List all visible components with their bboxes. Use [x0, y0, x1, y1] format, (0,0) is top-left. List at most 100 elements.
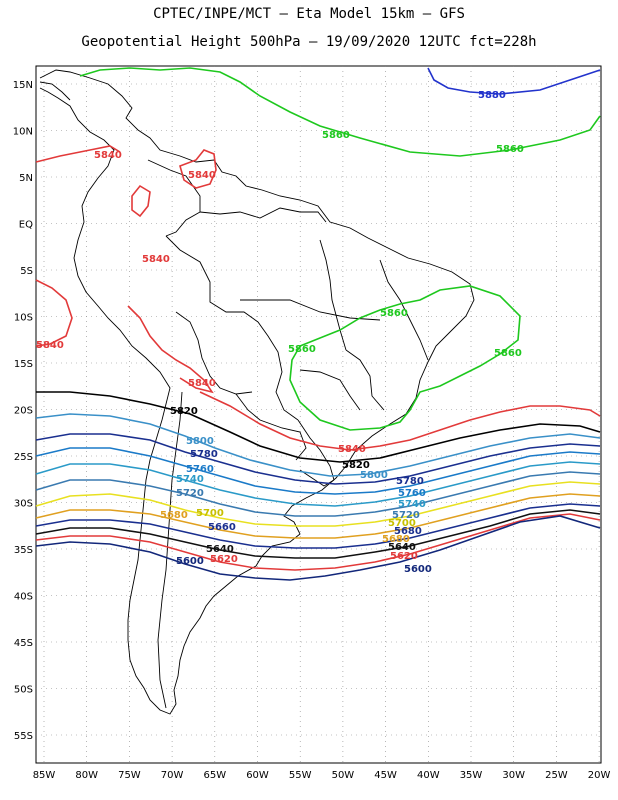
contour-label-5720: 5720 [176, 488, 204, 499]
contour-label-5780: 5780 [190, 449, 218, 460]
contour-label-5700: 5700 [196, 508, 224, 519]
latitude-tick-label: EQ [19, 220, 33, 231]
map-title: CPTEC/INPE/MCT – Eta Model 15km – GFS [153, 6, 465, 22]
coastline [39, 69, 475, 715]
axis-ticks: 15N 10N 5N EQ 5S 10S 15S 20S 25S 30S 35S 40S 45S 50S 5… [13, 80, 611, 781]
contour-label-5600: 5600 [404, 564, 432, 575]
border-brazil-west [165, 235, 299, 421]
contour-5600 [35, 515, 601, 581]
coastline-south-america [39, 69, 475, 715]
map-subtitle: Geopotential Height 500hPa – 19/09/2020 … [81, 34, 537, 50]
border-colombia-venezuela [147, 159, 201, 237]
contour-label-5760: 5760 [398, 488, 426, 499]
longitude-tick-label: 55W [289, 770, 312, 781]
border-brazil-states-2 [319, 239, 347, 351]
contour-5840-colombia [131, 184, 151, 218]
contour-label-5680: 5680 [394, 526, 422, 537]
longitude-tick-label: 75W [118, 770, 141, 781]
latitude-tick-label: 25S [14, 452, 33, 463]
latitude-tick-label: 20S [14, 406, 33, 417]
graticule [36, 66, 601, 763]
latitude-tick-label: 30S [14, 499, 33, 510]
contour-label-5860: 5860 [380, 308, 408, 319]
contour-5840-peru [35, 279, 73, 347]
contour-5840-bolivia [127, 305, 214, 394]
contour-label-5600: 5600 [176, 556, 204, 567]
contour-label-5700: 5700 [388, 518, 416, 529]
contour-5860-northeast [289, 285, 521, 431]
border-brazil-states-1 [240, 299, 381, 321]
longitude-tick-label: 80W [75, 770, 98, 781]
contour-label-5620: 5620 [210, 554, 238, 565]
border-brazil-north [199, 207, 327, 223]
contour-label-5740: 5740 [176, 474, 204, 485]
contour-5720 [35, 471, 601, 517]
longitude-tick-label: 35W [460, 770, 483, 781]
contour-label-5680: 5680 [382, 534, 410, 545]
contour-5800 [35, 413, 601, 477]
contour-5740 [35, 461, 601, 507]
contour-label-5840: 5840 [36, 340, 64, 351]
contour-5680 [35, 493, 601, 539]
longitude-tick-label: 85W [33, 770, 56, 781]
longitude-tick-label: 20W [588, 770, 611, 781]
contour-label-5760: 5760 [186, 464, 214, 475]
map-frame [35, 65, 602, 764]
longitude-tick-label: 25W [545, 770, 568, 781]
border-brazil-states-4 [345, 349, 385, 411]
latitude-tick-label: 5N [19, 173, 33, 184]
contour-label-5840: 5840 [188, 170, 216, 181]
latitude-tick-label: 50S [14, 685, 33, 696]
contour-5840-venezuela [179, 149, 217, 189]
contour-label-5800: 5800 [360, 470, 388, 481]
latitude-tick-label: 15S [14, 359, 33, 370]
contour-label-5620: 5620 [390, 551, 418, 562]
latitude-tick-label: 10N [13, 127, 33, 138]
contour-labels: 5880 5860 5860 5840 5840 5840 5840 5860 … [36, 90, 524, 575]
contour-label-5860: 5860 [288, 344, 316, 355]
contour-label-5840: 5840 [142, 254, 170, 265]
contour-label-5840: 5840 [338, 444, 366, 455]
contour-label-5720: 5720 [392, 510, 420, 521]
contour-5640 [35, 509, 601, 559]
contour-label-5820: 5820 [342, 460, 370, 471]
latitude-tick-label: 45S [14, 638, 33, 649]
border-peru-bolivia [175, 311, 253, 395]
longitude-tick-label: 30W [502, 770, 525, 781]
contour-5700 [35, 481, 601, 527]
latitude-tick-label: 55S [14, 731, 33, 742]
longitude-tick-label: 70W [161, 770, 184, 781]
contour-label-5860: 5860 [496, 144, 524, 155]
contour-label-5640: 5640 [206, 544, 234, 555]
contour-5620 [35, 513, 601, 571]
contour-label-5840: 5840 [94, 150, 122, 161]
contour-label-5820: 5820 [170, 406, 198, 417]
latitude-tick-label: 35S [14, 545, 33, 556]
contour-5820 [36, 391, 601, 463]
contour-5860-north [79, 67, 601, 157]
longitude-tick-label: 65W [203, 770, 226, 781]
border-argentina-brazil [297, 419, 335, 481]
border-brazil-states-3 [379, 259, 429, 361]
longitude-tick-label: 40W [417, 770, 440, 781]
contour-5880 [427, 67, 601, 95]
contour-label-5880: 5880 [478, 90, 506, 101]
longitude-tick-label: 45W [374, 770, 397, 781]
latitude-tick-label: 10S [14, 313, 33, 324]
longitude-tick-label: 60W [246, 770, 269, 781]
contour-label-5680: 5680 [160, 510, 188, 521]
contour-5660 [35, 503, 601, 549]
contour-label-5800: 5800 [186, 436, 214, 447]
latitude-tick-label: 15N [13, 80, 33, 91]
contour-label-5740: 5740 [398, 499, 426, 510]
latitude-tick-label: 5S [20, 266, 33, 277]
contours [35, 67, 601, 581]
contour-5780 [35, 433, 601, 485]
contour-label-5840: 5840 [188, 378, 216, 389]
contour-5840-northwest [35, 145, 121, 163]
border-central-america [39, 81, 71, 101]
latitude-tick-label: 40S [14, 592, 33, 603]
contour-label-5860: 5860 [322, 130, 350, 141]
border-paraguay [235, 393, 307, 461]
